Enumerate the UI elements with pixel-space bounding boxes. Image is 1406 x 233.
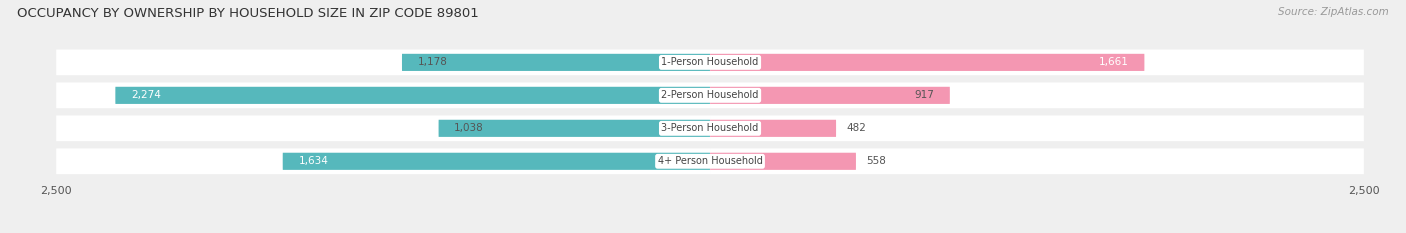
FancyBboxPatch shape bbox=[710, 50, 1364, 75]
Text: Source: ZipAtlas.com: Source: ZipAtlas.com bbox=[1278, 7, 1389, 17]
Text: 3-Person Household: 3-Person Household bbox=[661, 123, 759, 133]
Text: 1,178: 1,178 bbox=[418, 57, 447, 67]
FancyBboxPatch shape bbox=[710, 116, 1364, 141]
FancyBboxPatch shape bbox=[283, 153, 710, 170]
Text: 4+ Person Household: 4+ Person Household bbox=[658, 156, 762, 166]
Text: 558: 558 bbox=[866, 156, 886, 166]
Text: 1-Person Household: 1-Person Household bbox=[661, 57, 759, 67]
Text: 1,634: 1,634 bbox=[298, 156, 328, 166]
FancyBboxPatch shape bbox=[56, 148, 710, 174]
FancyBboxPatch shape bbox=[115, 87, 710, 104]
Text: 1,661: 1,661 bbox=[1099, 57, 1129, 67]
FancyBboxPatch shape bbox=[402, 54, 710, 71]
FancyBboxPatch shape bbox=[710, 148, 1364, 174]
FancyBboxPatch shape bbox=[710, 153, 856, 170]
Text: 2,274: 2,274 bbox=[131, 90, 160, 100]
FancyBboxPatch shape bbox=[439, 120, 710, 137]
FancyBboxPatch shape bbox=[56, 50, 710, 75]
FancyBboxPatch shape bbox=[710, 54, 1144, 71]
Text: 1,038: 1,038 bbox=[454, 123, 484, 133]
FancyBboxPatch shape bbox=[56, 82, 710, 108]
Text: OCCUPANCY BY OWNERSHIP BY HOUSEHOLD SIZE IN ZIP CODE 89801: OCCUPANCY BY OWNERSHIP BY HOUSEHOLD SIZE… bbox=[17, 7, 478, 20]
Text: 482: 482 bbox=[846, 123, 866, 133]
FancyBboxPatch shape bbox=[710, 120, 837, 137]
Text: 917: 917 bbox=[914, 90, 934, 100]
Text: 2-Person Household: 2-Person Household bbox=[661, 90, 759, 100]
FancyBboxPatch shape bbox=[710, 87, 950, 104]
FancyBboxPatch shape bbox=[710, 82, 1364, 108]
FancyBboxPatch shape bbox=[56, 116, 710, 141]
